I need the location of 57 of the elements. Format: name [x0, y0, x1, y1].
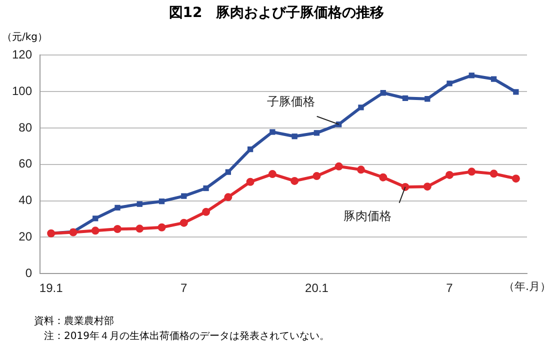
text: 注：2019年４月の生体出荷価格のデータは発表されていない。 [43, 330, 330, 344]
point [512, 174, 520, 183]
point [379, 173, 388, 182]
point [402, 95, 408, 101]
point [312, 172, 321, 180]
y-tick-label: 20 [18, 230, 32, 244]
point [358, 104, 364, 110]
point [468, 168, 476, 176]
y-tick-label: 100 [12, 84, 32, 98]
point [446, 80, 452, 86]
point [136, 201, 142, 207]
y-axis-title: （元/kg） [2, 31, 48, 44]
point [490, 76, 497, 82]
point [202, 208, 210, 216]
series-label: 豚肉価格 [343, 209, 392, 224]
point [446, 170, 454, 179]
point [114, 204, 120, 211]
point [268, 170, 276, 178]
y-tick-label: 0 [25, 266, 32, 280]
point [158, 223, 166, 232]
point [158, 198, 165, 204]
y-tick-label: 40 [18, 193, 32, 208]
x-axis-title: （年.月） [504, 280, 551, 293]
point [246, 178, 254, 186]
point [314, 130, 320, 136]
point [356, 166, 365, 174]
point [224, 193, 232, 202]
point [513, 89, 519, 95]
x-tick-label: 19.1 [39, 281, 64, 296]
point [203, 185, 209, 192]
point [92, 216, 98, 222]
point [181, 193, 187, 199]
point [468, 72, 474, 78]
point [247, 146, 254, 152]
point [423, 182, 432, 191]
point [490, 170, 498, 178]
point [380, 90, 386, 96]
x-tick-label: 7 [180, 281, 188, 296]
point [225, 169, 231, 175]
point [180, 218, 188, 227]
point [290, 176, 299, 185]
point [292, 134, 298, 140]
chart-title: 図12 豚肉および子豚価格の推移 [168, 4, 386, 22]
point [424, 96, 430, 102]
point [401, 182, 410, 191]
x-tick-label: 7 [446, 281, 454, 296]
point [91, 226, 100, 235]
x-tick-label: 20.1 [305, 281, 329, 296]
y-tick-label: 60 [18, 156, 32, 171]
y-tick-label: 120 [12, 48, 32, 62]
point [136, 224, 144, 233]
point [270, 129, 276, 135]
series-label: 子豚価格 [266, 94, 315, 108]
point [334, 162, 343, 170]
point [113, 225, 122, 234]
y-tick-label: 80 [18, 120, 32, 134]
text: 資料：農業農村部 [34, 314, 115, 329]
